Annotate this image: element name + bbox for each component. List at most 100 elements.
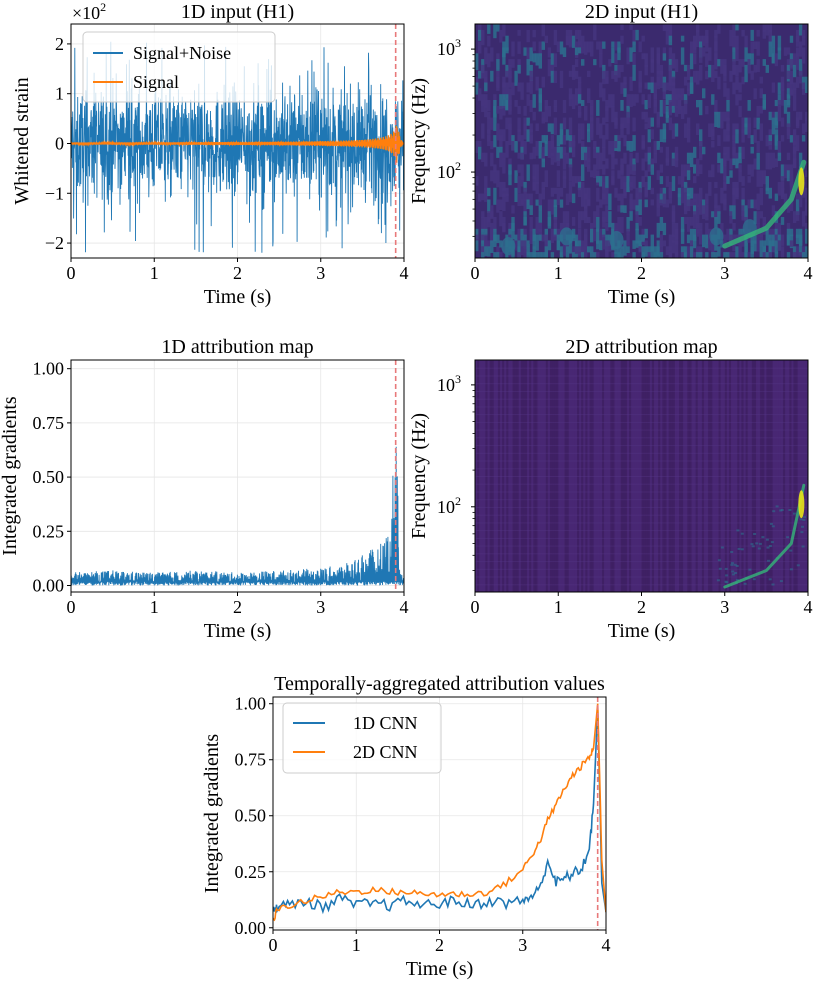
heatmap-cell [577,252,582,258]
heatmap-cell [699,228,703,245]
heatmap-cell [665,82,670,91]
attr-cell [757,547,761,550]
heatmap-cell [559,70,564,89]
heatmap-cell [647,129,651,143]
heatmap-cell [689,217,694,226]
heatmap-cell [526,53,530,65]
attr-stripe [728,360,732,592]
attr-cell [733,563,737,566]
heatmap-cell [544,252,548,258]
heatmap-cell [686,64,691,80]
heatmap-cell [605,105,609,122]
attr-stripe [710,360,713,592]
y-tick-label: 2 [55,34,64,54]
attr-stripe [531,360,534,592]
heatmap-cell [717,135,721,146]
heatmap-cell [553,29,558,46]
heatmap-cell [792,158,797,169]
attr-stripe [593,360,596,592]
heatmap-cell [668,252,673,258]
heatmap-cell [529,47,533,62]
heatmap-cell [798,234,803,246]
attr-stripe [747,360,750,592]
heatmap-cell [599,199,603,208]
attr-band [475,445,808,447]
heatmap-cell [653,252,657,258]
heatmap-cell [644,111,648,123]
heatmap-cell [720,158,724,174]
heatmap-cell [756,141,760,153]
heatmap-cell [478,146,482,160]
heatmap-cell [532,94,536,108]
heatmap-cell [777,94,782,105]
heatmap-cell [538,94,542,112]
attr-stripe [483,360,486,592]
attr-stripe [508,360,511,592]
attr-stripe [516,360,519,592]
heatmap-cell [659,164,664,173]
heatmap-cell [590,228,594,243]
heatmap-cell [729,252,733,258]
heatmap-cell [617,170,621,179]
heatmap-cell [723,70,727,82]
heatmap-cell [553,187,558,194]
heatmap-cell [562,100,567,113]
attr-stripe [562,360,565,592]
heatmap-cell [502,222,506,232]
chirp-peak [798,167,805,196]
heatmap-cell [647,152,651,165]
attr-stripe [614,360,617,592]
attr-stripe [787,360,790,592]
attr-stripe [529,360,532,592]
heatmap-cell [574,176,579,184]
heatmap-cell [499,240,503,248]
attr-stripe [724,360,728,592]
heatmap-cell [756,193,760,211]
heatmap-cell [517,41,521,54]
heatmap-cell [562,170,567,179]
heatmap-cell [671,94,676,108]
heatmap-cell [714,100,718,115]
heatmap-cell [490,70,494,82]
heatmap-cell [541,152,545,159]
attr-stripe [772,360,775,592]
heatmap-cell [484,187,488,199]
heatmap-cell [626,111,630,124]
heatmap-cell [556,135,561,147]
heatmap-cell [674,59,679,72]
heatmap-cell [638,187,642,202]
heatmap-cell [798,41,803,57]
heatmap-cell [499,199,503,210]
attr-stripe [776,360,780,592]
heatmap-cell [647,252,651,258]
heatmap-cell [641,111,645,120]
heatmap-cell [614,187,618,198]
heatmap-cell [547,59,552,77]
heatmap-cell [599,53,603,68]
attr-stripe [712,360,715,592]
heatmap-cell [732,123,736,140]
attr-stripe [789,360,792,592]
heatmap-cell [638,82,642,93]
heatmap-cell [750,41,754,53]
heatmap-cell [735,76,739,90]
heatmap-cell [735,246,739,258]
heatmap-cell [553,117,558,124]
attr-stripe [647,360,651,592]
heatmap-cell [620,82,624,94]
attr-stripe [743,360,746,592]
heatmap-cell [671,59,676,69]
attr-stripe [641,360,644,592]
y-axis-label: Frequency (Hz) [408,413,430,539]
heatmap-cell [593,24,597,41]
heatmap-cell [686,234,691,244]
heatmap-cell [762,170,766,177]
heatmap-cell [487,187,491,197]
attr-stripe [564,360,567,592]
heatmap-cell [535,234,539,251]
heatmap-cell [587,129,591,143]
heatmap-cell [517,152,521,159]
heatmap-cell [732,47,736,62]
y-tick-label: 0.00 [33,575,65,595]
heatmap-cell [556,170,561,187]
